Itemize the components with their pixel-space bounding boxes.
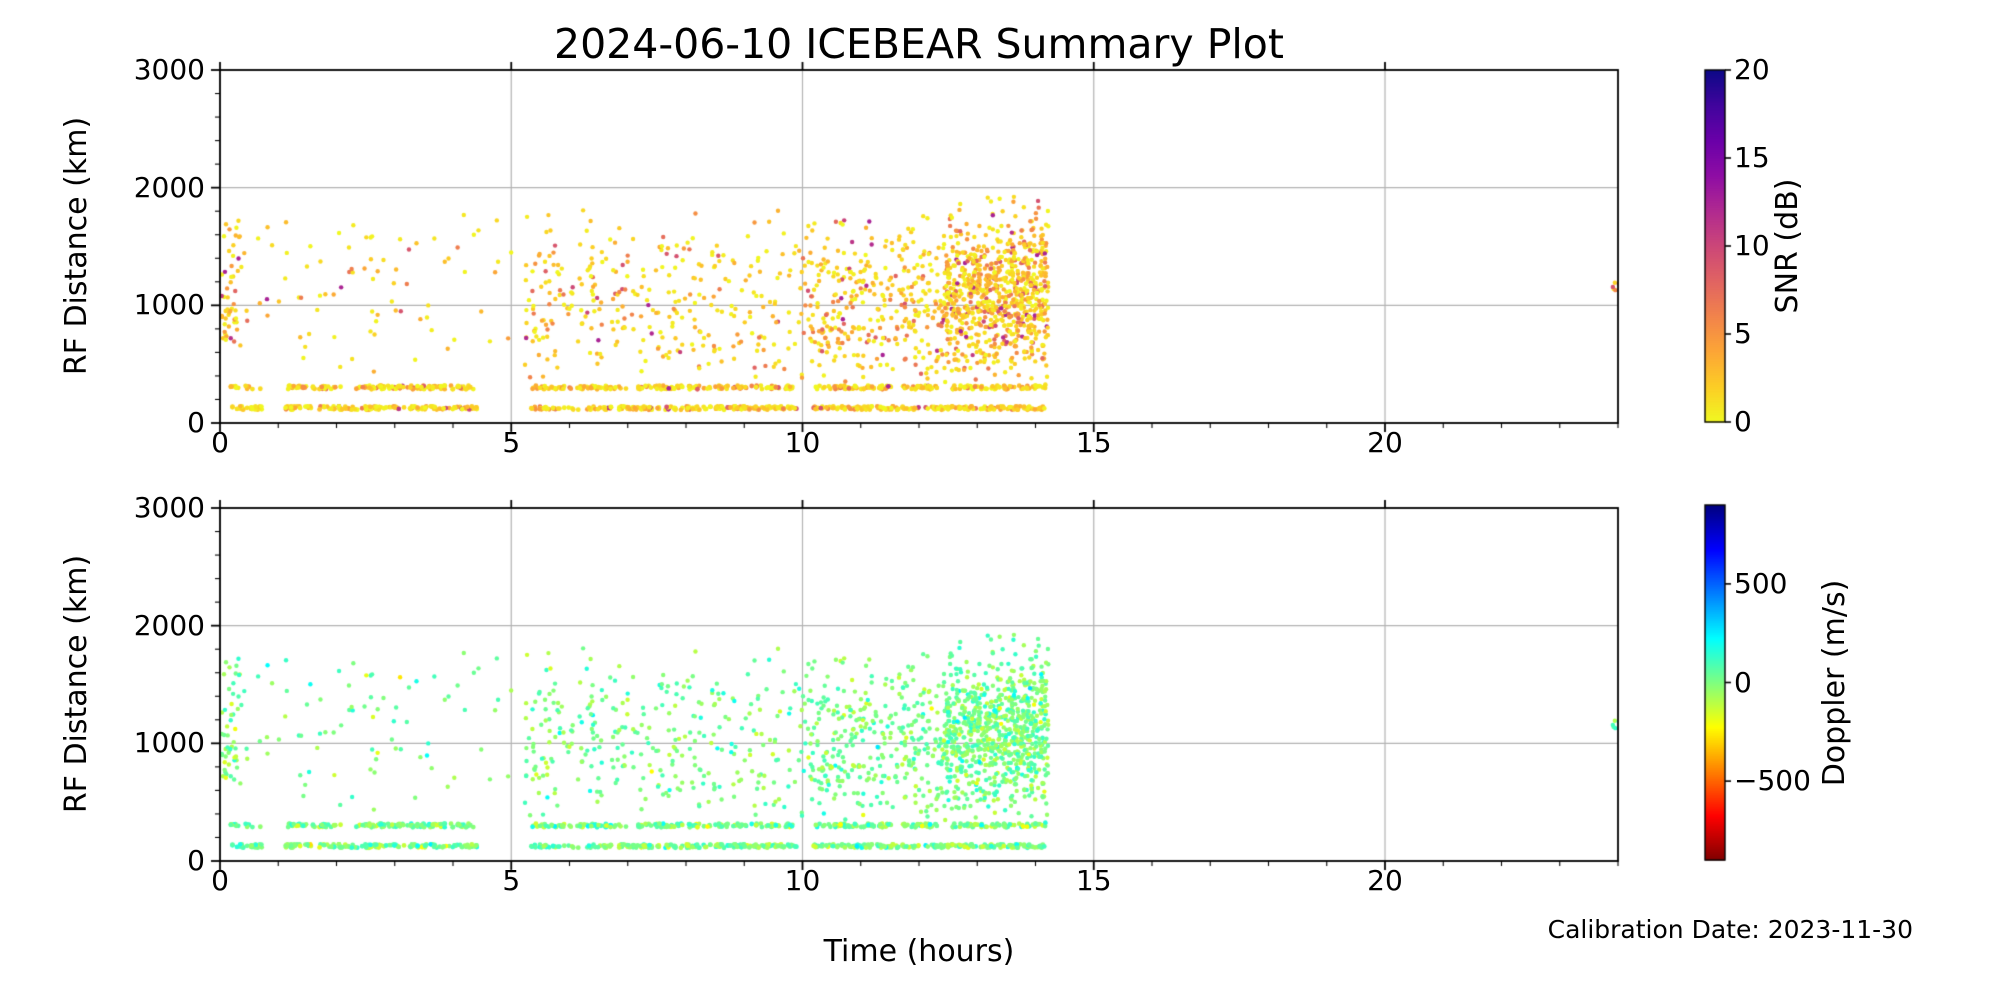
colorbar-tick-label: 0 (1734, 405, 1752, 438)
colorbar-tick-label: 500 (1734, 566, 1788, 600)
x-tick-label: 5 (502, 426, 521, 459)
top-panel-y-axis-label: RF Distance (km) (59, 116, 94, 376)
y-tick-label: 0 (187, 844, 205, 877)
figure-title: 2024-06-10 ICEBEAR Summary Plot (554, 20, 1284, 68)
x-tick-label: 20 (1367, 864, 1403, 897)
y-tick-label: 2000 (133, 608, 205, 642)
doppler-colorbar-label: Doppler (m/s) (1817, 579, 1852, 787)
x-axis-label: Time (hours) (823, 934, 1015, 969)
x-tick-label: 0 (211, 864, 229, 897)
y-tick-label: 1000 (133, 288, 205, 322)
y-tick-label: 3000 (133, 53, 205, 86)
y-tick-label: 1000 (133, 726, 205, 760)
colorbar-tick-label: −500 (1734, 764, 1811, 798)
colorbar-tick-label: 0 (1734, 665, 1752, 699)
x-tick-label: 0 (211, 426, 229, 459)
y-tick-label: 2000 (133, 170, 205, 204)
x-tick-label: 20 (1367, 426, 1403, 459)
x-tick-label: 10 (784, 426, 821, 459)
calibration-date-note: Calibration Date: 2023-11-30 (1547, 915, 1913, 944)
colorbar-tick-label: 5 (1734, 317, 1752, 350)
y-tick-label: 0 (187, 406, 205, 439)
x-tick-label: 15 (1075, 864, 1112, 897)
colorbar-tick-label: 10 (1734, 229, 1770, 262)
bottom-panel-y-axis-label: RF Distance (km) (59, 554, 94, 814)
x-tick-label: 15 (1075, 426, 1112, 459)
x-tick-label: 10 (784, 864, 821, 897)
colorbar-tick-label: 20 (1734, 53, 1770, 86)
x-tick-label: 5 (502, 864, 521, 897)
y-tick-label: 3000 (133, 491, 205, 524)
colorbar-tick-label: 15 (1734, 141, 1770, 174)
snr-colorbar-label: SNR (dB) (1770, 178, 1805, 314)
